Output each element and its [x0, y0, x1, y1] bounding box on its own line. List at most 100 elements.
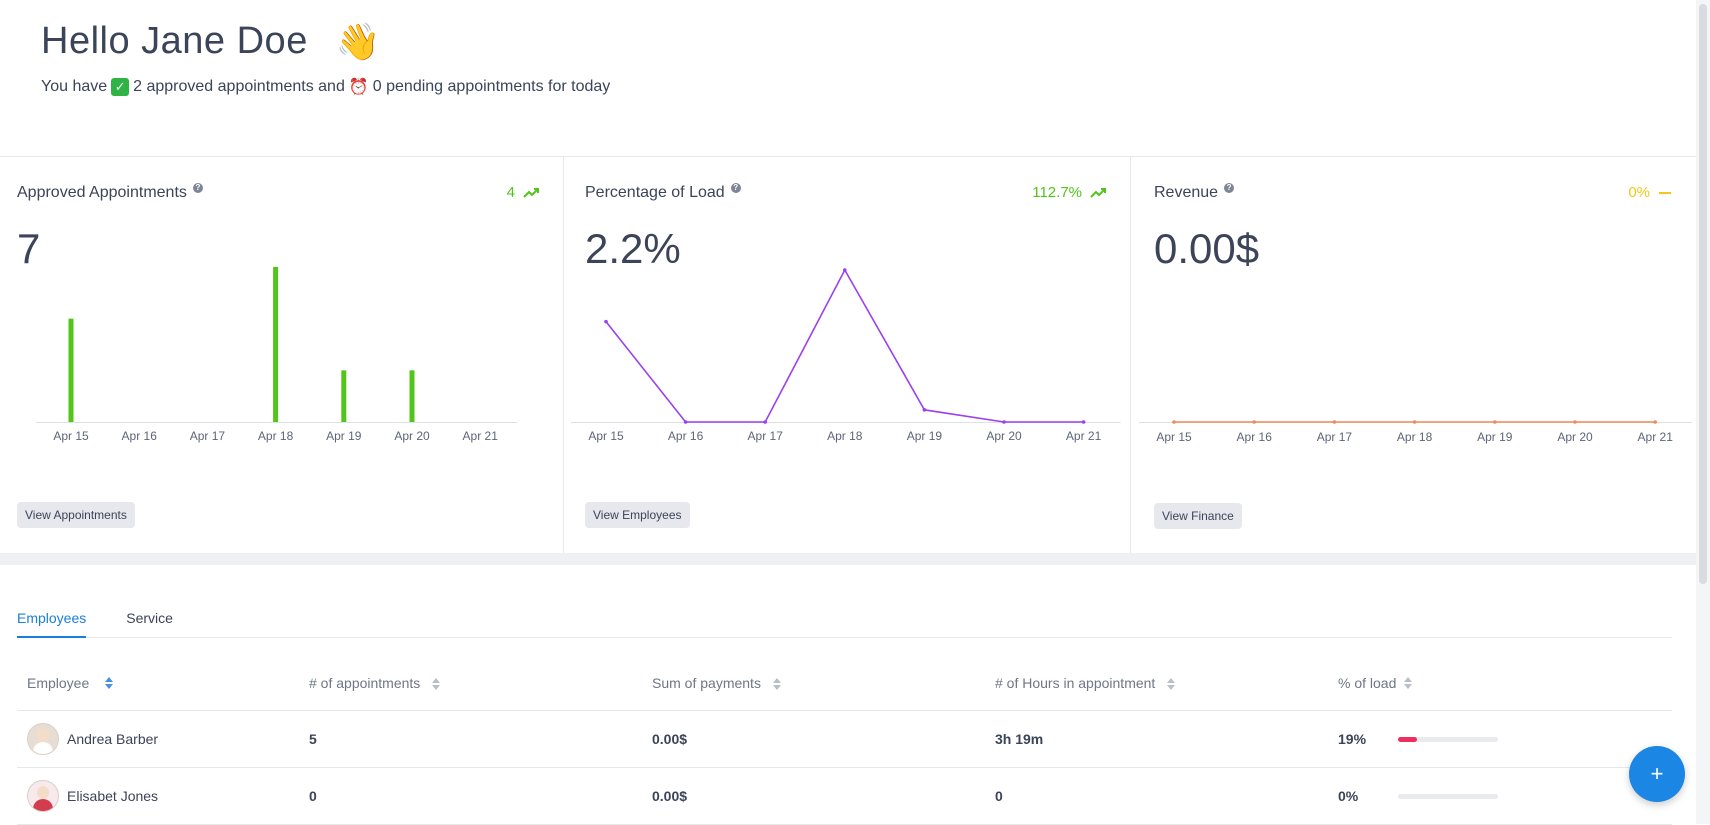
hours-value: 0 — [995, 788, 1003, 804]
sort-icon[interactable] — [105, 676, 114, 689]
view-appointments-button[interactable]: View Appointments — [17, 502, 135, 528]
employee-name: Andrea Barber — [67, 731, 159, 747]
view-finance-button[interactable]: View Finance — [1154, 503, 1242, 529]
column-header-label: % of load — [1338, 674, 1397, 691]
appointments-count: 5 — [309, 731, 317, 747]
load-line-chart: Apr 15 Apr 16 Apr 17 Apr 18 Apr 19 Apr 20 Apr … — [571, 268, 1121, 443]
data-point[interactable] — [1412, 420, 1417, 424]
view-employees-button[interactable]: View Employees — [585, 502, 690, 528]
approved-appointments-card: Approved Appointments ? 4 7 Apr 15 Apr 16… — [0, 157, 564, 553]
load-progress-bar — [1398, 736, 1498, 742]
add-button[interactable]: + — [1629, 746, 1685, 802]
column-header-label: # of appointments — [309, 674, 421, 691]
x-tick-label: Apr 15 — [588, 429, 624, 443]
pending-summary: 0 pending appointments for today — [372, 78, 611, 95]
bar[interactable] — [409, 370, 415, 422]
data-point[interactable] — [843, 268, 847, 272]
employee-name: Elisabet Jones — [67, 788, 159, 804]
column-header-payments[interactable]: Sum of payments — [652, 675, 995, 691]
data-point[interactable] — [1172, 420, 1176, 424]
data-point[interactable] — [922, 408, 927, 412]
load-progress-bar — [1398, 793, 1498, 799]
approved-summary: 2 approved appointments and — [133, 78, 345, 95]
sort-icon[interactable] — [1167, 677, 1176, 690]
load-progress-fill — [1398, 736, 1417, 742]
data-point[interactable] — [1573, 420, 1577, 424]
load-percent: 0% — [1338, 788, 1359, 804]
revenue-line-chart: Apr 15 Apr 16 Apr 17 Apr 18 Apr 19 Apr 20 Apr … — [1139, 420, 1693, 444]
sort-icon[interactable] — [772, 677, 781, 690]
table-row[interactable]: Andrea Barber 5 0.00$ 3h 19m 19% — [17, 711, 1672, 768]
x-tick-label: Apr 16 — [122, 429, 158, 443]
column-header-hours[interactable]: # of Hours in appointment — [995, 675, 1338, 691]
x-tick-label: Apr 18 — [827, 429, 863, 443]
stats-cards: Approved Appointments ? 4 7 Apr 15 Apr 16… — [0, 157, 1696, 553]
help-icon[interactable]: ? — [730, 183, 741, 193]
big-value: 0.00$ — [1154, 225, 1260, 272]
table-row[interactable]: Elisabet Jones 0 0.00$ 0 0% — [17, 768, 1672, 825]
data-point[interactable] — [683, 420, 688, 424]
card-title: Percentage of Load ? — [585, 183, 741, 202]
waving-hand-icon: 👋 — [335, 20, 382, 62]
column-header-employee[interactable]: Employee — [17, 675, 309, 691]
bar[interactable] — [273, 267, 279, 422]
help-icon[interactable]: ? — [192, 183, 203, 193]
data-point[interactable] — [1252, 420, 1256, 424]
x-tick-label: Apr 19 — [907, 429, 943, 443]
help-icon[interactable]: ? — [1224, 183, 1235, 193]
x-tick-label: Apr 21 — [463, 429, 499, 443]
x-tick-label: Apr 20 — [986, 429, 1022, 443]
x-tick-label: Apr 15 — [53, 429, 89, 443]
data-point[interactable] — [1493, 420, 1497, 424]
x-tick-label: Apr 17 — [1317, 430, 1353, 444]
trending-up-icon — [523, 187, 539, 198]
data-point[interactable] — [1002, 420, 1006, 424]
sort-icon[interactable] — [432, 677, 441, 690]
trend-indicator: 0% — [1628, 184, 1672, 201]
x-tick-label: Apr 16 — [1237, 430, 1273, 444]
greeting-title: Hello Jane Doe — [41, 20, 308, 62]
alarm-clock-icon: ⏰ — [348, 79, 369, 96]
data-point[interactable] — [604, 319, 608, 324]
sort-icon[interactable] — [1404, 676, 1413, 689]
employees-table: Employee # of appointments Sum of paymen… — [17, 655, 1672, 825]
card-title-label: Revenue — [1154, 184, 1219, 201]
scrollbar-thumb[interactable] — [1699, 4, 1707, 584]
percentage-of-load-card: Percentage of Load ? 112.7% 2.2% Apr 15 A… — [564, 157, 1131, 553]
trend-value: 4 — [506, 184, 515, 201]
avatar — [27, 723, 59, 755]
column-header-label: # of Hours in appointment — [995, 674, 1156, 691]
data-point[interactable] — [1081, 420, 1086, 424]
x-tick-label: Apr 18 — [258, 429, 294, 443]
approved-bar-chart: Apr 15 Apr 16 Apr 17 Apr 18 Apr 19 Apr 20 Apr … — [36, 267, 518, 443]
x-tick-label: Apr 21 — [1066, 429, 1102, 443]
x-tick-label: Apr 18 — [1397, 430, 1433, 444]
data-point[interactable] — [1653, 420, 1657, 424]
data-point[interactable] — [1332, 420, 1337, 424]
payments-sum: 0.00$ — [652, 731, 688, 747]
employee-cell: Elisabet Jones — [17, 780, 309, 812]
scrollbar[interactable] — [1696, 0, 1710, 824]
data-point[interactable] — [763, 420, 767, 424]
payments-sum: 0.00$ — [652, 788, 688, 804]
x-tick-label: Apr 15 — [1156, 430, 1192, 444]
bar[interactable] — [68, 318, 74, 422]
avatar — [27, 780, 59, 812]
column-header-appointments[interactable]: # of appointments — [309, 675, 652, 691]
subtitle-prefix: You have — [41, 78, 108, 95]
greeting: Hello Jane Doe 👋 You have ✓ 2 approved a… — [41, 20, 610, 97]
load-percent: 19% — [1338, 731, 1367, 747]
revenue-card: Revenue ? 0% 0.00$ Apr 15 Apr 16 Apr 17 Apr… — [1131, 157, 1696, 553]
card-title: Approved Appointments ? — [17, 183, 203, 202]
bar[interactable] — [341, 370, 347, 422]
column-header-load[interactable]: % of load — [1338, 675, 1672, 691]
series-line — [605, 268, 1084, 423]
tabs: Employees Service — [17, 598, 1672, 638]
divider — [0, 156, 1696, 157]
trend-flat-icon — [1659, 191, 1671, 194]
tab-service[interactable]: Service — [126, 610, 173, 626]
trend-indicator: 4 — [507, 184, 539, 201]
card-title: Revenue ? — [1154, 183, 1235, 202]
trend-value: 112.7% — [1032, 184, 1082, 201]
tab-employees[interactable]: Employees — [17, 598, 87, 638]
